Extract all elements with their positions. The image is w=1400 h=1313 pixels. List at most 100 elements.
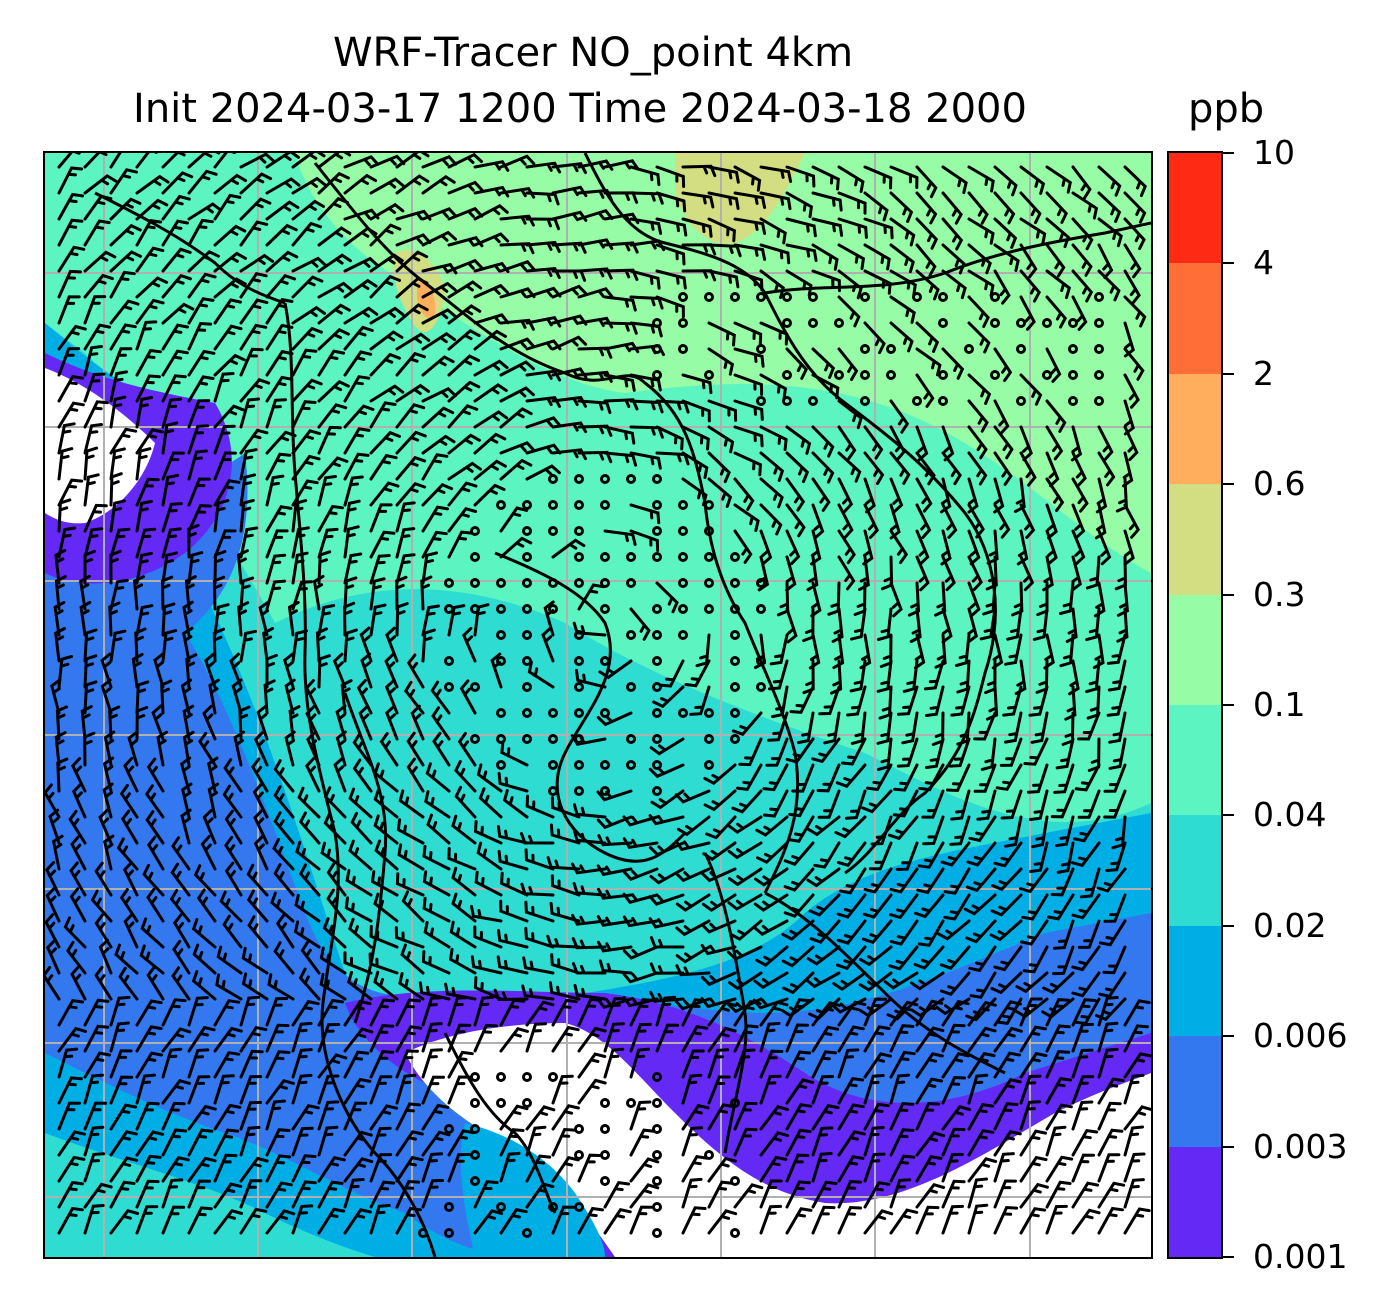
wind-barb — [598, 659, 633, 680]
wind-barb — [837, 503, 854, 539]
wind-barb — [759, 1104, 790, 1131]
wind-barb — [213, 353, 246, 377]
wind-barb — [291, 176, 327, 195]
wind-barb — [837, 555, 856, 591]
wind-barb — [83, 628, 98, 663]
colorbar-unit-label: ppb — [1188, 86, 1265, 132]
wind-barb — [551, 1156, 580, 1183]
wind-barb — [135, 428, 164, 455]
wind-barb — [629, 217, 663, 235]
wind-barb — [398, 972, 425, 1001]
wind-barb — [832, 633, 845, 670]
colorbar-tick-label: 0.001 — [1253, 1237, 1348, 1276]
wind-barb — [83, 1152, 106, 1183]
wind-barb — [451, 814, 477, 845]
calm-circle — [652, 318, 662, 328]
calm-circle — [730, 578, 740, 588]
wind-barb — [837, 529, 856, 565]
wind-barb — [343, 1050, 370, 1079]
wind-barb — [57, 192, 84, 221]
wind-barb — [213, 193, 242, 221]
wind-barb — [239, 1075, 263, 1105]
calm-circle — [990, 318, 1000, 328]
wind-barb — [765, 737, 789, 767]
wind-barb — [291, 499, 308, 533]
wind-barb — [811, 1025, 840, 1053]
calm-circle — [600, 604, 610, 614]
wind-barb — [888, 945, 919, 971]
wind-barb — [979, 607, 997, 641]
wind-barb — [215, 973, 243, 1001]
calm-circle — [704, 760, 714, 770]
calm-circle — [574, 500, 584, 510]
calm-circle — [938, 396, 948, 406]
wind-barb — [473, 976, 503, 1001]
wind-barb — [369, 384, 405, 403]
wind-barb — [525, 240, 561, 253]
wind-barb — [161, 527, 182, 559]
wind-barb — [317, 1074, 340, 1105]
wind-barb — [172, 913, 191, 949]
wind-barb — [785, 347, 809, 380]
wind-barb — [161, 502, 183, 533]
wind-barb — [83, 423, 103, 455]
calm-circle — [522, 708, 532, 718]
wind-barb — [57, 153, 81, 169]
wind-barb — [421, 505, 449, 533]
wind-barb — [941, 269, 967, 300]
wind-barb — [473, 925, 503, 949]
wind-barb — [681, 1177, 703, 1209]
calm-circle — [756, 344, 766, 354]
wind-barb — [967, 373, 992, 405]
wind-barb — [993, 165, 1018, 197]
wind-barb — [548, 981, 581, 1001]
wind-barb — [941, 555, 956, 592]
wind-barb — [889, 295, 916, 324]
wind-barb — [986, 685, 999, 721]
wind-barb — [192, 943, 217, 975]
wind-barb — [265, 250, 299, 273]
wind-barb — [889, 477, 904, 514]
calm-circle — [496, 656, 506, 666]
wind-barb — [572, 803, 607, 819]
calm-circle — [1016, 396, 1026, 406]
wind-barb — [941, 1152, 964, 1183]
wind-barb — [348, 787, 373, 819]
wind-barb — [733, 165, 762, 192]
wind-barb — [1123, 1178, 1145, 1209]
wind-barb — [187, 321, 213, 351]
wind-barb — [161, 349, 189, 377]
wind-barb — [57, 295, 81, 325]
calm-circle — [834, 318, 844, 328]
wind-barb — [161, 247, 192, 273]
wind-barb — [863, 1181, 891, 1209]
wind-barb — [447, 258, 484, 273]
calm-circle — [756, 396, 766, 406]
wind-barb — [993, 945, 1023, 972]
wind-barb — [1071, 477, 1089, 513]
wind-barb — [83, 1051, 112, 1079]
calm-circle — [782, 396, 792, 406]
wind-barb — [603, 1180, 631, 1209]
wind-barb — [1123, 1152, 1146, 1183]
wind-barb — [916, 867, 945, 895]
wind-barb — [681, 998, 707, 1027]
wind-barb — [629, 1047, 651, 1079]
wind-barb — [182, 626, 194, 663]
wind-barb — [476, 763, 503, 793]
calm-circle — [652, 1176, 662, 1186]
wind-barb — [889, 893, 919, 920]
wind-barb — [837, 1155, 865, 1183]
wind-barb — [395, 351, 426, 377]
wind-barb — [473, 1023, 498, 1053]
wind-barb — [629, 503, 661, 525]
wind-barb — [883, 971, 919, 990]
wind-barb — [103, 730, 116, 767]
wind-barb — [109, 323, 137, 351]
wind-barb — [369, 1153, 393, 1183]
wind-barb — [785, 451, 810, 484]
calm-circle — [1094, 396, 1104, 406]
wind-barb — [863, 1025, 891, 1053]
wind-barb — [291, 551, 309, 585]
wind-barb — [603, 451, 638, 467]
